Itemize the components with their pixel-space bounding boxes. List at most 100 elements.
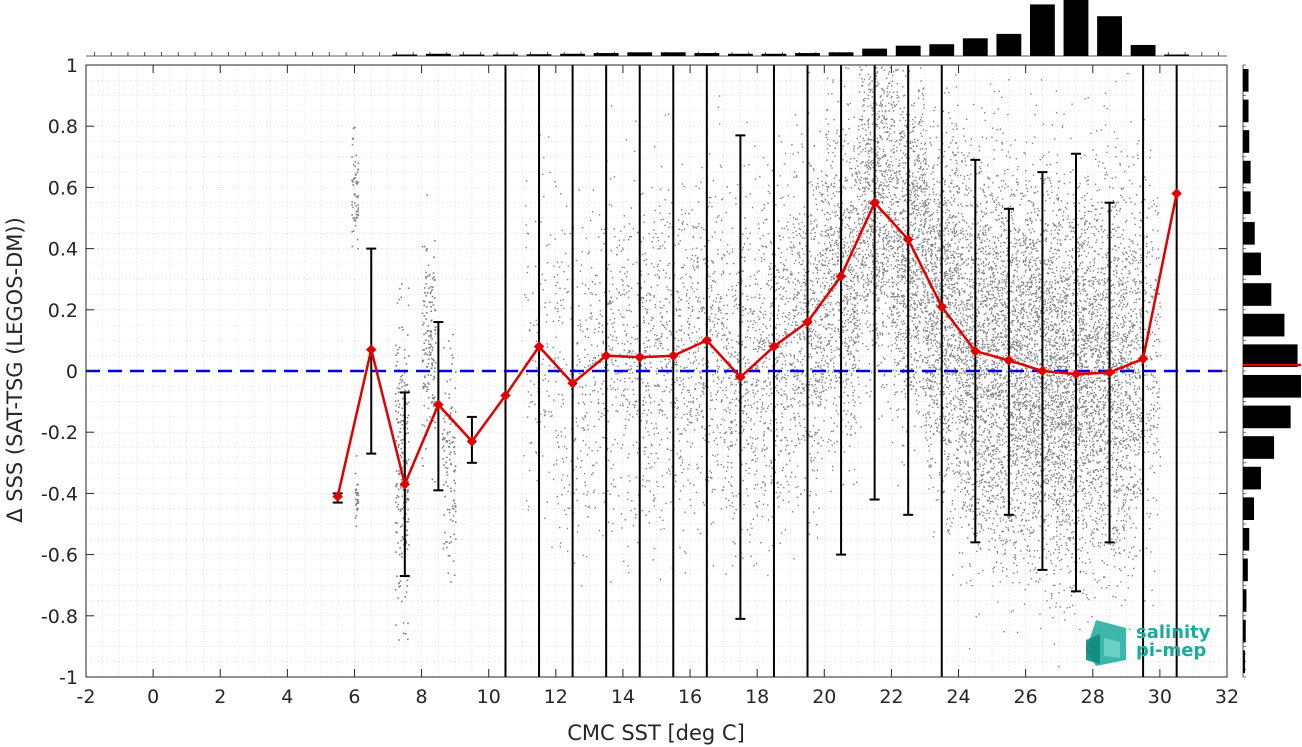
scatter-point [642,316,645,318]
scatter-point [731,354,733,357]
scatter-point [832,79,834,81]
scatter-point [686,418,689,420]
scatter-point [557,310,559,313]
scatter-point [866,222,868,225]
scatter-point [761,394,764,396]
scatter-point [679,377,681,379]
scatter-point [683,386,685,388]
scatter-point [860,426,862,428]
scatter-point [446,467,449,470]
scatter-point [555,292,557,295]
scatter-point [744,365,747,368]
scatter-point [750,384,752,386]
scatter-point [872,344,874,346]
scatter-point [687,334,690,336]
scatter-point [423,342,426,345]
scatter-point [649,294,652,296]
scatter-point [837,413,839,415]
scatter-point [868,280,870,282]
scatter-point [845,276,848,278]
scatter-point [792,153,794,155]
scatter-point [716,424,718,427]
scatter-point [863,286,865,289]
scatter-point [784,152,787,155]
scatter-point [669,330,671,332]
scatter-point [831,227,833,230]
scatter-point [890,103,892,105]
scatter-point [584,403,586,405]
scatter-point [746,381,749,383]
scatter-point [779,256,782,259]
scatter-point [399,427,402,430]
scatter-point [795,176,797,179]
scatter-point [804,298,806,300]
scatter-point [844,153,847,155]
scatter-point [868,283,870,286]
scatter-point [552,346,554,349]
scatter-point [863,291,866,293]
scatter-point [792,451,795,453]
scatter-point [796,293,799,296]
scatter-point [708,441,710,443]
scatter-point [867,188,869,190]
scatter-point [657,383,659,386]
scatter-point [776,403,779,406]
scatter-point [780,297,782,300]
scatter-point [708,425,711,427]
scatter-point [666,417,668,419]
scatter-point [780,388,783,391]
scatter-point [785,342,788,344]
scatter-point [820,263,823,265]
scatter-point [430,319,433,322]
scatter-point [770,242,773,244]
scatter-point [767,504,769,506]
scatter-point [623,266,625,269]
scatter-point [827,194,829,196]
scatter-point [735,303,738,306]
scatter-point [616,410,619,413]
scatter-point [721,399,723,401]
scatter-point [812,168,814,170]
scatter-point [427,382,430,384]
scatter-point [826,248,828,250]
scatter-point [450,463,452,466]
scatter-point [573,368,576,371]
scatter-point [838,319,840,321]
scatter-point [792,223,795,225]
scatter-point [710,346,712,349]
scatter-point [842,256,845,258]
scatter-point [688,401,690,403]
scatter-point [399,414,402,416]
scatter-point [847,268,849,271]
scatter-point [778,343,781,346]
scatter-point [644,427,647,429]
scatter-point [793,375,796,378]
scatter-point [742,557,744,560]
scatter-point [740,396,743,398]
scatter-point [862,240,864,243]
scatter-point [830,439,832,442]
scatter-point [783,320,786,323]
scatter-point [802,161,804,163]
scatter-point [820,398,822,401]
scatter-point [853,415,856,417]
scatter-point [599,362,601,364]
scatter-point [657,347,659,350]
scatter-point [754,460,757,463]
scatter-point [832,469,834,472]
scatter-point [825,388,828,391]
scatter-point [728,361,730,363]
scatter-point [356,238,359,241]
scatter-point [730,402,732,404]
scatter-point [758,294,761,296]
scatter-point [789,428,791,431]
scatter-point [749,243,751,245]
scatter-point [588,506,591,508]
scatter-point [746,121,748,124]
scatter-point [442,484,445,486]
scatter-point [859,226,862,229]
scatter-point [886,196,889,199]
scatter-point [693,269,696,271]
scatter-point [775,327,777,329]
scatter-point [679,239,681,242]
